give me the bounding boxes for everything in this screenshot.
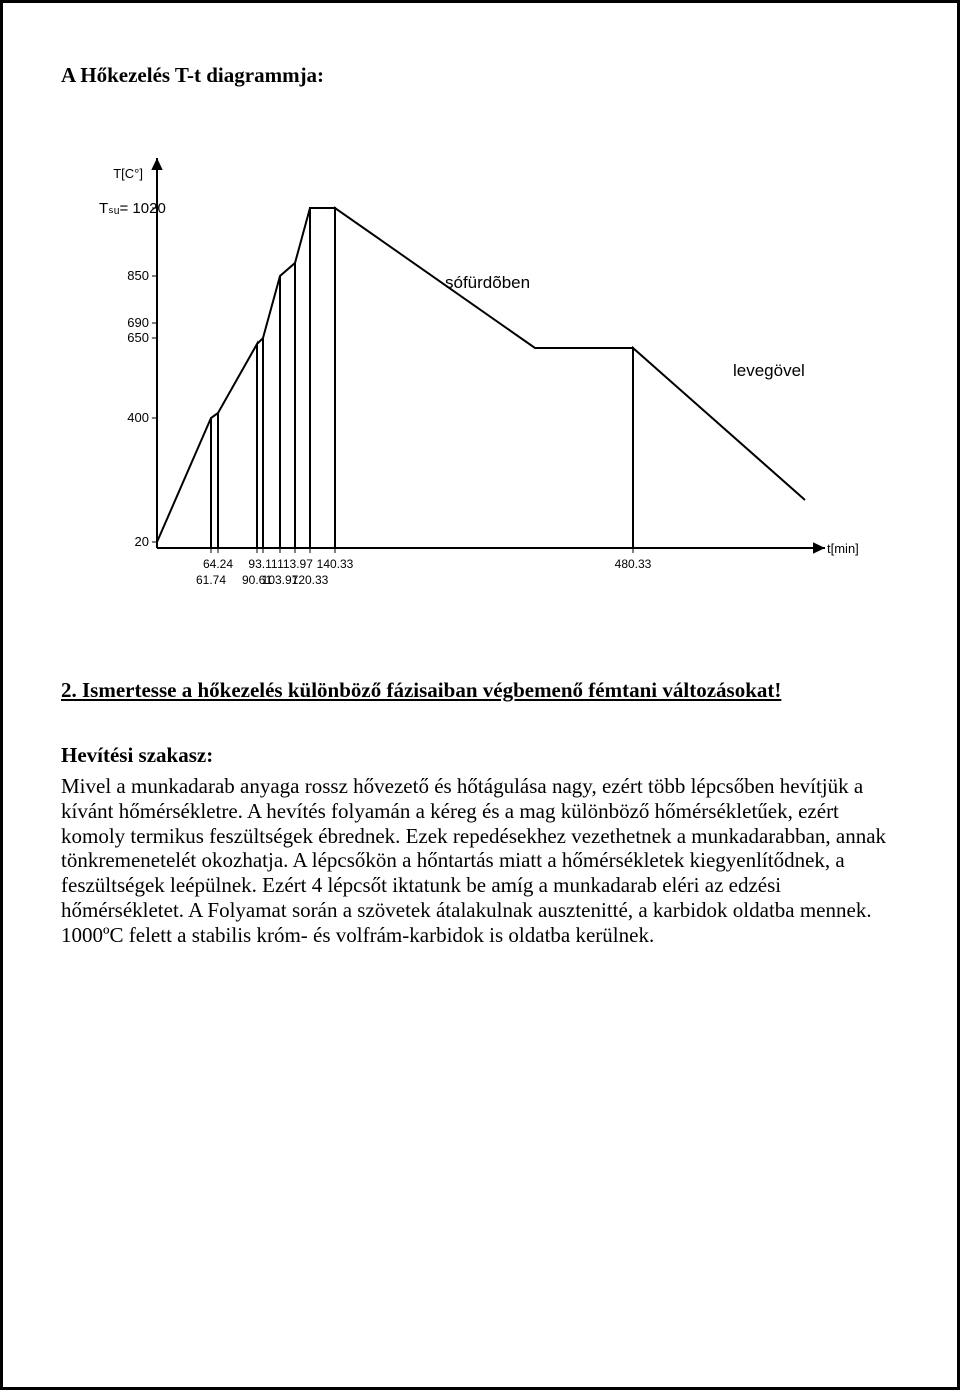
svg-text:t[min]: t[min]: [827, 541, 859, 556]
content-pad: A Hőkezelés T-t diagrammja: T[C°] t[min] 2…: [39, 35, 921, 975]
page-frame: A Hőkezelés T-t diagrammja: T[C°] t[min] 2…: [0, 0, 960, 1390]
tt-diagram: T[C°] t[min] 20 400 650690 850 Tₛᵤ= 1020 64.24 9…: [85, 148, 875, 608]
svg-text:20: 20: [135, 534, 149, 549]
svg-text:levegövel: levegövel: [733, 361, 805, 380]
svg-text:Tₛᵤ= 1020: Tₛᵤ= 1020: [99, 200, 166, 217]
svg-text:120.33: 120.33: [292, 573, 329, 587]
svg-text:64.24: 64.24: [203, 557, 233, 571]
svg-text:400: 400: [127, 410, 149, 425]
svg-text:T[C°]: T[C°]: [113, 166, 143, 181]
svg-text:140.33: 140.33: [317, 557, 354, 571]
svg-text:93.11: 93.11: [248, 557, 277, 571]
page-title: A Hőkezelés T-t diagrammja:: [61, 63, 899, 88]
section-heading: Hevítési szakasz:: [61, 743, 899, 768]
svg-text:850: 850: [127, 268, 149, 283]
svg-text:61.74: 61.74: [196, 573, 226, 587]
chart-container: T[C°] t[min] 20 400 650690 850 Tₛᵤ= 1020 64.24 9…: [61, 148, 899, 608]
svg-text:690: 690: [127, 315, 149, 330]
question-heading: 2. Ismertesse a hőkezelés különböző fázi…: [61, 678, 899, 703]
svg-text:113.97: 113.97: [277, 557, 313, 571]
svg-text:650: 650: [127, 330, 149, 345]
body-paragraph: Mivel a munkadarab anyaga rossz hővezető…: [61, 774, 899, 947]
svg-text:480.33: 480.33: [615, 557, 652, 571]
svg-text:sófürdõben: sófürdõben: [445, 273, 530, 292]
